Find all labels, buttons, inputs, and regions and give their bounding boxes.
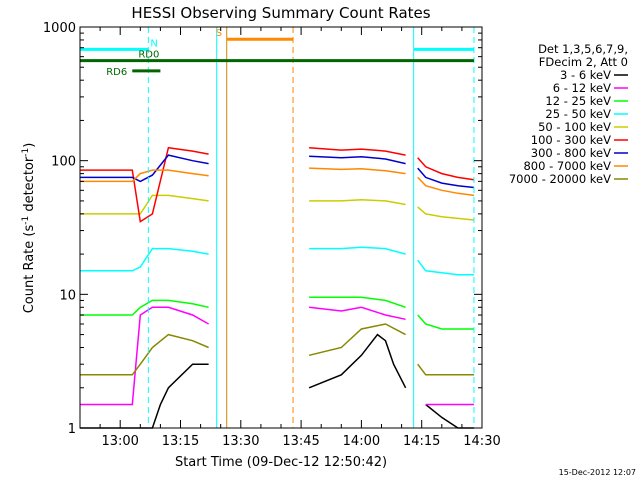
series-25-50-kev-segment-2	[417, 259, 474, 276]
x-tick-label-13-00: 13:00	[101, 434, 138, 449]
series-800-7000-kev-segment-2	[417, 176, 475, 197]
series-800-7000-kev-segment-1	[309, 167, 406, 175]
x-axis-label: Start Time (09-Dec-12 12:50:42)	[175, 455, 387, 470]
series-50-100-kev-segment-0	[80, 194, 209, 215]
flag-label-rd0: RD0	[138, 50, 159, 61]
y-axis-label-end: )	[22, 143, 37, 148]
flag-label-n: N	[150, 38, 157, 49]
x-tick-label-13-45: 13:45	[282, 434, 319, 449]
legend-header-line-1: Det 1,3,5,6,7,9,	[538, 42, 628, 56]
series-25-50-kev-segment-0	[80, 247, 209, 272]
legend-header-line-2: FDecim 2, Att 0	[539, 55, 628, 69]
x-tick-label-14-00: 14:00	[343, 434, 380, 449]
legend-label-6-12-kev: 6 - 12 keV	[553, 81, 611, 95]
y-axis-label-main: Count Rate (s	[22, 225, 37, 314]
y-tick-label-10: 10	[59, 288, 76, 303]
series-7000-20000-kev-segment-0	[80, 333, 209, 376]
series-6-12-kev-segment-1	[309, 306, 406, 321]
legend-label-800-7000-kev: 800 - 7000 keV	[523, 159, 611, 173]
y-tick-label-100: 100	[51, 155, 76, 170]
flag-label-s: S	[216, 28, 222, 39]
y-tick-label-1: 1	[68, 422, 76, 437]
series-300-800-kev-segment-1	[309, 155, 406, 165]
legend-label-7000-20000-kev: 7000 - 20000 keV	[509, 172, 611, 186]
x-tick-label-13-30: 13:30	[222, 434, 259, 449]
y-axis: 1 10 100 1000	[43, 21, 482, 437]
plot-area: N S RD0 RD6	[79, 27, 475, 429]
chart-title: HESSI Observing Summary Count Rates	[131, 4, 430, 22]
x-tick-label-14-15: 14:15	[403, 434, 440, 449]
legend-label-300-800-kev: 300 - 800 keV	[531, 146, 611, 160]
legend-label-50-100-kev: 50 - 100 keV	[538, 120, 611, 134]
x-axis: 13:00 13:15 13:30 13:45 14:00 14:15 14:30	[79, 27, 501, 449]
legend-label-3-6-kev: 3 - 6 keV	[560, 68, 611, 82]
x-tick-label-13-15: 13:15	[162, 434, 199, 449]
legend-label-12-25-kev: 12 - 25 keV	[545, 94, 611, 108]
y-tick-label-1000: 1000	[43, 21, 76, 36]
series-800-7000-kev-segment-0	[80, 169, 209, 183]
series-3-6-kev-segment-1	[308, 333, 407, 389]
series-12-25-kev-segment-2	[417, 314, 474, 330]
series-3-6-kev-segment-0	[80, 363, 209, 429]
series-100-300-kev-segment-0	[80, 146, 209, 223]
x-tick-label-14-30: 14:30	[463, 434, 500, 449]
series-12-25-kev-segment-1	[309, 296, 406, 309]
series-300-800-kev-segment-2	[417, 167, 475, 189]
legend: Det 1,3,5,6,7,9, FDecim 2, Att 0 3 - 6 k…	[509, 42, 628, 186]
series-3-6-kev-segment-2	[425, 403, 474, 429]
y-axis-label: Count Rate (s-1 detector-1)	[21, 143, 37, 314]
series-50-100-kev-segment-1	[309, 199, 406, 206]
series-12-25-kev-segment-0	[80, 299, 209, 316]
generation-timestamp: 15-Dec-2012 12:07	[559, 468, 636, 477]
y-axis-label-sup1: -1	[21, 216, 31, 225]
series-100-300-kev-segment-1	[309, 146, 406, 156]
legend-label-100-300-kev: 100 - 300 keV	[531, 133, 611, 147]
y-axis-label-mid: detector	[22, 156, 37, 216]
legend-label-25-50-kev: 25 - 50 keV	[545, 107, 611, 121]
series-100-300-kev-segment-2	[417, 157, 475, 181]
series-300-800-kev-segment-0	[80, 154, 209, 183]
plot-frame	[79, 26, 483, 429]
series-7000-20000-kev-segment-1	[308, 323, 406, 357]
series-25-50-kev-segment-1	[309, 246, 406, 255]
series-6-12-kev-segment-0	[80, 306, 209, 406]
flag-label-rd6: RD6	[106, 67, 127, 78]
y-axis-label-sup2: -1	[21, 148, 31, 157]
series-7000-20000-kev-segment-2	[417, 363, 474, 376]
series-50-100-kev-segment-2	[417, 206, 475, 221]
